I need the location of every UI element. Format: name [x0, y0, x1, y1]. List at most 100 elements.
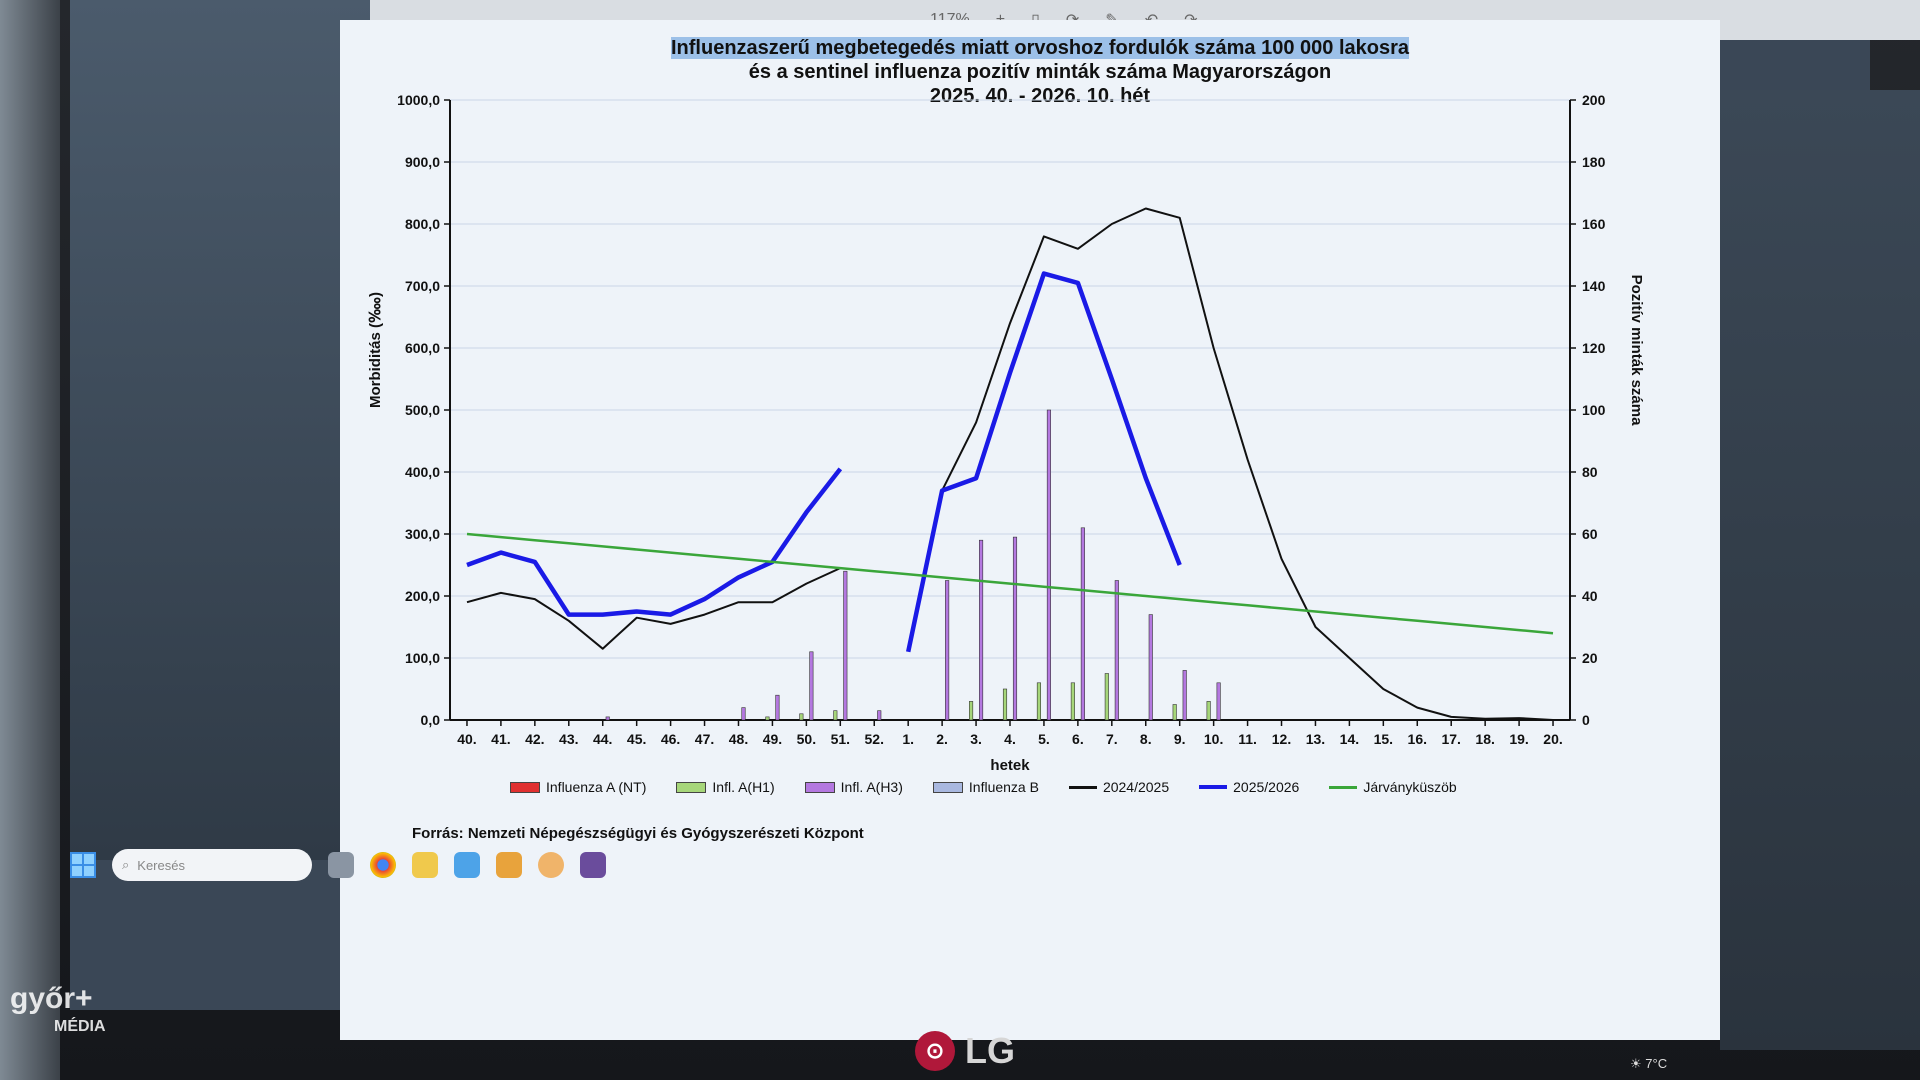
legend-h3: Infl. A(H3) — [804, 779, 903, 795]
x-tick-label: 41. — [491, 731, 510, 747]
y-tick-label: 100,0 — [405, 650, 440, 666]
bar-infl-a-h3- — [775, 694, 780, 721]
windows-start-icon[interactable] — [70, 852, 96, 878]
legend-2025-2026: 2025/2026 — [1199, 779, 1299, 795]
x-tick-label: 51. — [831, 731, 850, 747]
x-tick-label: 50. — [797, 731, 816, 747]
x-tick-label: 4. — [1004, 731, 1016, 747]
bar-infl-a-h3- — [1148, 614, 1153, 721]
legend-fluB: Influenza B — [932, 779, 1039, 795]
y2-tick-label: 20 — [1582, 650, 1598, 666]
legend-2024-2025-swatch — [1068, 785, 1097, 789]
legend-h3-label: Infl. A(H3) — [840, 779, 903, 795]
x-tick-label: 9. — [1174, 731, 1186, 747]
desktop-background-left — [70, 0, 370, 860]
pdf-page: Influenzaszerű megbetegedés miatt orvosh… — [340, 20, 1720, 1040]
zoom-in-button[interactable]: + — [996, 11, 1005, 29]
x-tick-label: 13. — [1306, 731, 1325, 747]
lg-logo-icon: ⊙ — [915, 1031, 955, 1071]
legend-fluA-nt-label: Influenza A (NT) — [546, 779, 647, 795]
y2-tick-label: 60 — [1582, 526, 1598, 542]
bar-infl-a-h1- — [1104, 673, 1109, 721]
weather-temp: 7°C — [1645, 1056, 1668, 1071]
onedrive-icon[interactable] — [454, 852, 480, 878]
x-tick-label: 43. — [559, 731, 578, 747]
y-axis-label: Morbiditás (‱) — [367, 292, 384, 408]
y2-tick-label: 80 — [1582, 464, 1598, 480]
x-tick-label: 52. — [865, 731, 884, 747]
legend-h1-swatch — [676, 781, 707, 793]
y-tick-label: 300,0 — [405, 526, 440, 542]
y2-tick-label: 0 — [1582, 712, 1590, 728]
x-tick-label: 12. — [1272, 731, 1291, 747]
bar-infl-a-h1- — [1172, 704, 1177, 721]
x-tick-label: 45. — [627, 731, 646, 747]
bar-infl-a-h1- — [799, 713, 804, 721]
x-tick-label: 6. — [1072, 731, 1084, 747]
bar-infl-a-h3- — [809, 651, 814, 721]
file-explorer-icon[interactable] — [412, 852, 438, 878]
lg-logo-text: LG — [965, 1030, 1015, 1071]
bar-infl-a-h3- — [1080, 527, 1085, 721]
search-placeholder: Keresés — [137, 857, 185, 873]
legend-h3-swatch — [804, 781, 835, 793]
wall-background — [0, 0, 60, 1080]
x-tick-label: 49. — [763, 731, 782, 747]
taskbar-search[interactable]: ⌕ Keresés — [112, 849, 312, 881]
legend-fluB-label: Influenza B — [968, 779, 1039, 795]
x-tick-label: 20. — [1543, 731, 1562, 747]
x-tick-label: 47. — [695, 731, 714, 747]
legend-threshold: Járványküszöb — [1329, 779, 1457, 795]
chrome-icon[interactable] — [370, 852, 396, 878]
legend-2025-2026-label: 2025/2026 — [1233, 779, 1300, 795]
bar-infl-a-h3- — [945, 580, 950, 721]
chart-title: Influenzaszerű megbetegedés miatt orvosh… — [590, 36, 1490, 108]
taskbar: ⌕ Keresés — [70, 835, 630, 895]
x-tick-label: 7. — [1106, 731, 1118, 747]
y-tick-label: 800,0 — [405, 216, 440, 232]
series-line-j-rv-nyk-sz-b — [466, 532, 1554, 635]
office-icon[interactable] — [496, 852, 522, 878]
bar-infl-a-h1- — [969, 701, 974, 721]
legend-threshold-label: Járványküszöb — [1363, 779, 1457, 795]
legend-threshold-swatch — [1329, 785, 1358, 789]
bar-infl-a-h1- — [1070, 682, 1075, 721]
x-tick-label: 17. — [1441, 731, 1460, 747]
x-tick-label: 15. — [1374, 731, 1393, 747]
y-tick-label: 600,0 — [405, 340, 440, 356]
series-line-2025-2026 — [466, 271, 1182, 653]
x-tick-label: 14. — [1340, 731, 1359, 747]
x-tick-label: 16. — [1408, 731, 1427, 747]
bar-infl-a-h1- — [1206, 701, 1211, 721]
y-tick-label: 500,0 — [405, 402, 440, 418]
bar-infl-a-h3- — [877, 710, 882, 721]
desktop-background-right — [1720, 90, 1920, 1050]
x-tick-label: 19. — [1509, 731, 1528, 747]
photos-icon[interactable] — [538, 852, 564, 878]
bar-infl-a-h3- — [1046, 409, 1051, 721]
weather-widget[interactable]: ☀ 7°C — [1630, 1056, 1667, 1072]
x-tick-label: 42. — [525, 731, 544, 747]
series-line-2024-2025 — [466, 207, 1554, 721]
x-tick-label: 48. — [729, 731, 748, 747]
search-icon: ⌕ — [122, 857, 130, 872]
bar-infl-a-h3- — [605, 716, 610, 721]
legend-fluA-nt-swatch — [510, 781, 540, 793]
bar-infl-a-h3- — [1114, 580, 1119, 721]
x-tick-label: 44. — [593, 731, 612, 747]
x-tick-label: 3. — [970, 731, 982, 747]
active-app-icon[interactable] — [580, 852, 606, 878]
task-view-icon[interactable] — [328, 852, 354, 878]
y2-tick-label: 100 — [1582, 402, 1606, 418]
bar-infl-a-h3- — [1182, 670, 1187, 721]
legend-2024-2025-label: 2024/2025 — [1102, 779, 1170, 795]
legend-fluA-nt: Influenza A (NT) — [510, 779, 646, 795]
x-tick-label: 5. — [1038, 731, 1050, 747]
chart-legend: Influenza A (NT) Infl. A(H1) Infl. A(H3)… — [510, 775, 1610, 799]
watermark-line2: MÉDIA — [54, 1018, 106, 1035]
x-tick-label: 1. — [902, 731, 914, 747]
x-tick-label: 18. — [1475, 731, 1494, 747]
bar-infl-a-h3- — [1012, 536, 1018, 721]
legend-h1: Infl. A(H1) — [676, 779, 775, 795]
y-tick-label: 700,0 — [405, 278, 440, 294]
